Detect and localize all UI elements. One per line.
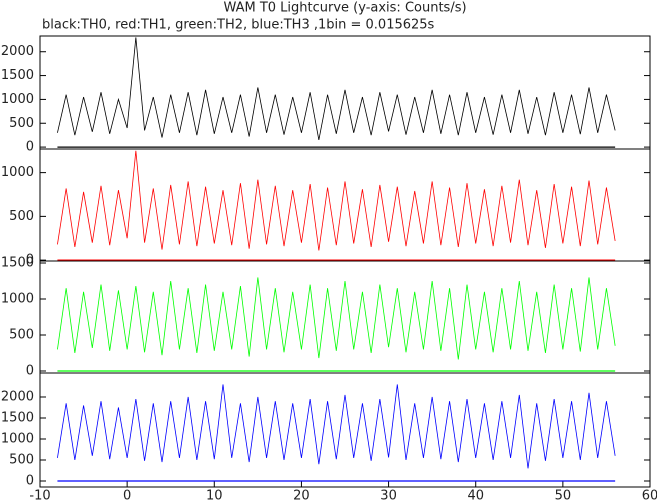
y-tick-label: 500 <box>9 327 34 342</box>
x-tick-label: 30 <box>380 489 397 504</box>
lightcurve <box>57 150 616 251</box>
x-tick-label: 10 <box>206 489 223 504</box>
y-tick-label: 0 <box>26 363 34 378</box>
y-tick-label: 1000 <box>1 292 34 307</box>
y-tick-label: 1500 <box>1 410 34 425</box>
panel-frame <box>39 372 651 488</box>
y-tick-label: 0 <box>26 473 34 488</box>
y-tick-label: 1000 <box>1 165 34 180</box>
y-tick-label: 500 <box>9 209 34 224</box>
y-tick-label: 500 <box>9 116 34 131</box>
x-tick-label: -10 <box>29 489 50 504</box>
y-tick-label: 2000 <box>1 389 34 404</box>
lightcurve <box>57 384 616 469</box>
y-tick-label: 2000 <box>1 44 34 59</box>
chart-subtitle: black:TH0, red:TH1, green:TH2, blue:TH3 … <box>42 18 435 33</box>
y-tick-label: 1000 <box>1 92 34 107</box>
panel-frame <box>39 148 651 262</box>
y-tick-label: 0 <box>26 140 34 155</box>
x-tick-label: 60 <box>642 489 657 504</box>
y-tick-label: 1000 <box>1 431 34 446</box>
x-tick-label: 40 <box>467 489 484 504</box>
y-tick-label: 1500 <box>1 68 34 83</box>
x-tick-label: 20 <box>293 489 310 504</box>
x-tick-label: 0 <box>123 489 131 504</box>
chart-title: WAM T0 Lightcurve (y-axis: Counts/s) <box>223 1 466 16</box>
lightcurve <box>57 277 616 360</box>
y-tick-label: 500 <box>9 452 34 467</box>
x-tick-label: 50 <box>555 489 572 504</box>
y-tick-label: 0 <box>26 253 34 268</box>
lightcurve <box>57 37 616 141</box>
panel-frame <box>39 35 651 150</box>
y-tick-label: 1500 <box>1 256 34 271</box>
